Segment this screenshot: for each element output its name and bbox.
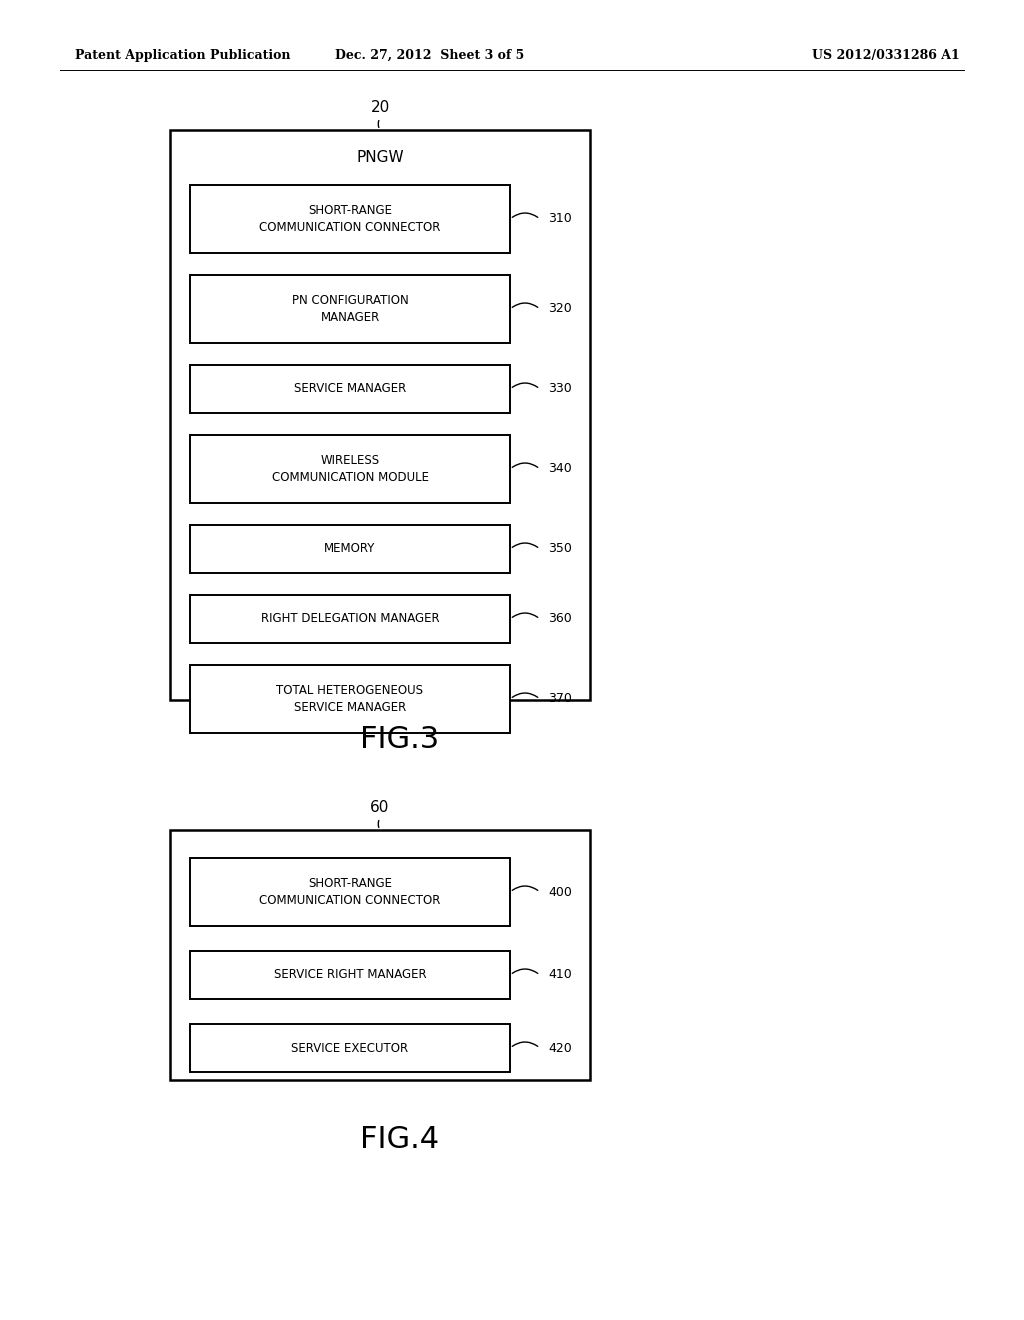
Text: TOTAL HETEROGENEOUS
SERVICE MANAGER: TOTAL HETEROGENEOUS SERVICE MANAGER xyxy=(276,684,424,714)
Text: 420: 420 xyxy=(548,1041,571,1055)
Text: 310: 310 xyxy=(548,213,571,226)
Bar xyxy=(190,950,510,999)
Text: PNGW: PNGW xyxy=(356,150,403,165)
Text: US 2012/0331286 A1: US 2012/0331286 A1 xyxy=(812,49,961,62)
Text: MEMORY: MEMORY xyxy=(325,543,376,556)
Text: Dec. 27, 2012  Sheet 3 of 5: Dec. 27, 2012 Sheet 3 of 5 xyxy=(336,49,524,62)
Text: FIG.4: FIG.4 xyxy=(360,1126,439,1155)
Text: RIGHT DELEGATION MANAGER: RIGHT DELEGATION MANAGER xyxy=(261,612,439,626)
Bar xyxy=(190,436,510,503)
Text: 320: 320 xyxy=(548,302,571,315)
Bar xyxy=(190,1024,510,1072)
Bar xyxy=(190,595,510,643)
Bar xyxy=(190,665,510,733)
Text: 340: 340 xyxy=(548,462,571,475)
Bar xyxy=(190,275,510,343)
Text: 400: 400 xyxy=(548,886,571,899)
Text: SHORT-RANGE
COMMUNICATION CONNECTOR: SHORT-RANGE COMMUNICATION CONNECTOR xyxy=(259,876,440,907)
Text: WIRELESS
COMMUNICATION MODULE: WIRELESS COMMUNICATION MODULE xyxy=(271,454,428,484)
Text: SERVICE RIGHT MANAGER: SERVICE RIGHT MANAGER xyxy=(273,969,426,982)
Text: PN CONFIGURATION
MANAGER: PN CONFIGURATION MANAGER xyxy=(292,294,409,323)
Text: 330: 330 xyxy=(548,383,571,396)
Text: 370: 370 xyxy=(548,693,571,705)
Text: 20: 20 xyxy=(371,100,389,116)
Text: 410: 410 xyxy=(548,969,571,982)
Bar xyxy=(190,366,510,413)
Text: FIG.3: FIG.3 xyxy=(360,726,439,755)
Text: SERVICE EXECUTOR: SERVICE EXECUTOR xyxy=(292,1041,409,1055)
Bar xyxy=(190,858,510,927)
Bar xyxy=(170,129,590,700)
Bar xyxy=(190,185,510,253)
Text: SHORT-RANGE
COMMUNICATION CONNECTOR: SHORT-RANGE COMMUNICATION CONNECTOR xyxy=(259,205,440,234)
Bar xyxy=(170,830,590,1080)
Text: Patent Application Publication: Patent Application Publication xyxy=(75,49,291,62)
Text: 60: 60 xyxy=(371,800,390,816)
Text: SERVICE MANAGER: SERVICE MANAGER xyxy=(294,383,407,396)
Text: 360: 360 xyxy=(548,612,571,626)
Bar xyxy=(190,525,510,573)
Text: 350: 350 xyxy=(548,543,571,556)
